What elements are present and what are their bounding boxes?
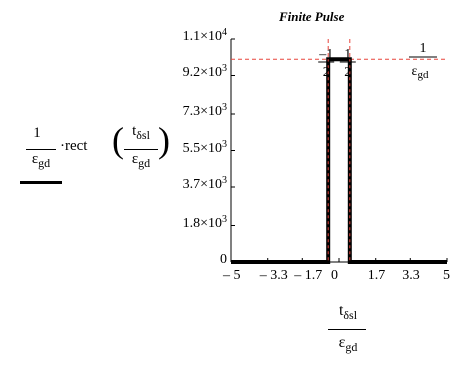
- x-tick-label: – 5: [223, 268, 241, 283]
- ylabel-underline: [20, 181, 62, 184]
- x-tick-label: – 1.7: [294, 268, 323, 283]
- ylabel-fraction-bar: [26, 149, 56, 151]
- xlabel-numerator: tδsl: [338, 302, 358, 322]
- ylabel-paren-right: ): [158, 120, 170, 160]
- x-axis-label: tδsl εgd: [318, 302, 378, 362]
- annotation-left-denominator: 2: [323, 65, 330, 80]
- x-tick-label: 1.7: [367, 268, 386, 283]
- annotation-right-denominator: 2: [344, 65, 351, 80]
- annotation-left-numerator: –1: [318, 47, 333, 62]
- chart-title: Finite Pulse: [279, 9, 345, 24]
- annotation-right-numerator: 1: [344, 47, 351, 62]
- series-line-0: [231, 57, 447, 264]
- ylabel-arg-numerator: tδsl: [132, 123, 150, 142]
- xlabel-denominator: εgd: [338, 334, 358, 354]
- x-tick-label: 0: [331, 268, 338, 283]
- ylabel-arg-fraction-bar: [124, 149, 158, 151]
- y-tick-label: 5.5×103: [182, 138, 227, 156]
- ylabel-paren-left: (: [112, 120, 124, 160]
- ylabel-numerator: 1: [33, 125, 41, 141]
- x-tick-label: – 3.3: [259, 268, 288, 283]
- y-tick-label: 3.7×103: [182, 174, 227, 192]
- y-tick-label: 1.1×104: [182, 27, 227, 44]
- x-tick-label: 5: [443, 268, 450, 283]
- ylabel-operator: ·rect: [60, 138, 88, 154]
- ylabel-arg-denominator: εgd: [131, 151, 151, 170]
- annotation-inv-eps-denominator: εgd: [412, 64, 429, 81]
- xlabel-fraction-bar: [328, 329, 366, 331]
- y-tick-label: 9.2×103: [182, 63, 227, 81]
- y-axis-label: 1 εgd ·rect ( tδsl εgd ): [18, 120, 170, 205]
- y-tick-label: 7.3×103: [182, 102, 227, 119]
- ylabel-denominator: εgd: [31, 151, 51, 170]
- y-tick-label: 1.8×103: [182, 213, 227, 231]
- x-tick-label: 3.3: [402, 268, 420, 283]
- annotation-inv-eps-numerator: 1: [420, 41, 427, 56]
- y-tick-label: 0: [220, 252, 227, 267]
